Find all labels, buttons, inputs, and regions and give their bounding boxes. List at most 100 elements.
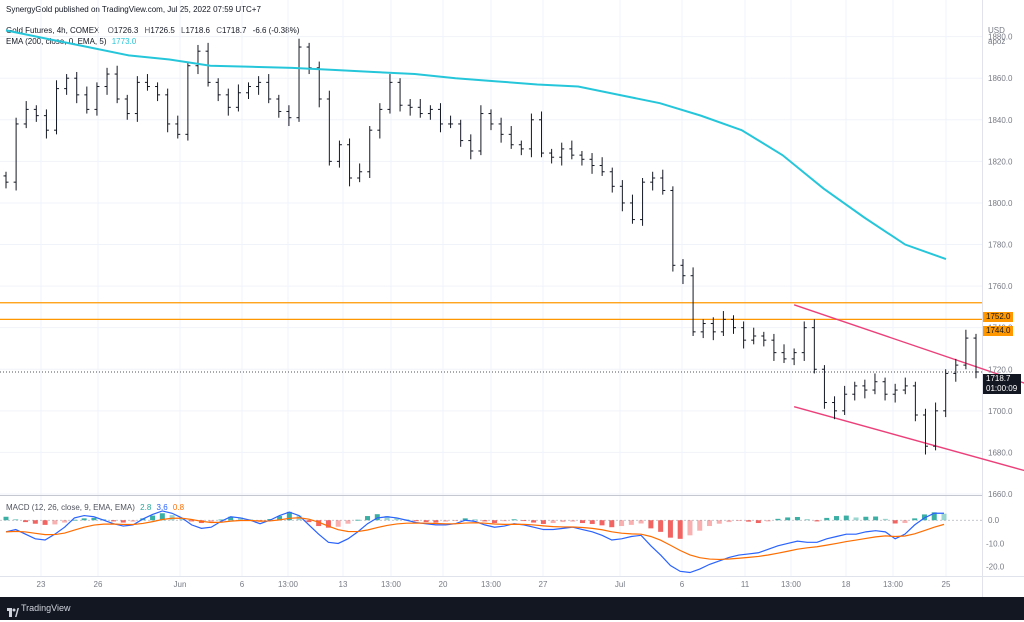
candle xyxy=(134,76,140,122)
macd-hist-bar xyxy=(32,520,38,524)
macd-hist-bar xyxy=(697,520,703,531)
open-value: 1726.3 xyxy=(113,26,139,35)
macd-hist-bar xyxy=(892,520,898,524)
candle xyxy=(811,319,817,374)
candle xyxy=(54,80,60,135)
candle xyxy=(478,105,484,156)
candle xyxy=(761,331,767,347)
macd-hist-bar xyxy=(384,516,390,521)
macd-hist-value: 2.8 xyxy=(140,503,152,512)
candle xyxy=(458,119,464,147)
price-tick-label: 1720.0 xyxy=(988,365,1013,374)
macd-label: MACD (12, 26, close, 9, EMA, EMA) xyxy=(6,503,135,512)
macd-hist-bar xyxy=(579,520,585,524)
candle xyxy=(276,94,282,118)
candle xyxy=(801,321,807,361)
channel-line xyxy=(793,406,1024,472)
macd-hist-bar xyxy=(912,518,918,521)
candle xyxy=(872,373,878,395)
candle xyxy=(155,82,161,102)
time-tick-label: 13:00 xyxy=(381,580,402,589)
candle xyxy=(417,99,423,118)
macd-hist-bar xyxy=(638,520,644,524)
macd-hist-bar xyxy=(765,520,771,522)
price-tick-label: 1820.0 xyxy=(988,157,1013,166)
candle xyxy=(407,99,413,116)
macd-hist-bar xyxy=(345,520,351,524)
channel-lines[interactable] xyxy=(793,304,1024,472)
candle xyxy=(144,74,150,91)
time-tick-label: 13:00 xyxy=(883,580,904,589)
candle xyxy=(933,402,939,451)
candle xyxy=(185,61,191,141)
footer-bar: TradingView xyxy=(0,597,1024,620)
current-price-tag: 1718.7 01:00:09 xyxy=(983,374,1021,394)
macd-signal-value: 0.8 xyxy=(172,503,185,512)
macd-hist-bar xyxy=(365,516,371,521)
candle xyxy=(619,180,625,212)
time-axis-ticks[interactable]: 23 26 Jun 6 13:00 13 13:00 20 13:00 27 Jul 6 11 13:00… xyxy=(37,580,951,589)
macd-hist-bar xyxy=(902,520,908,524)
macd-tick-label: -10.0 xyxy=(986,539,1005,548)
macd-hist-bar xyxy=(824,517,830,521)
macd-hist-bar xyxy=(325,520,331,528)
macd-hist-bar xyxy=(550,520,556,524)
candle xyxy=(902,377,908,395)
candle xyxy=(448,115,454,129)
price-tick-label: 1860.0 xyxy=(988,74,1013,83)
macd-hist-bar xyxy=(941,513,947,521)
time-tick-label: 18 xyxy=(842,580,851,589)
currency-label: USD xyxy=(988,26,1005,35)
price-tick-label: 1660.0 xyxy=(988,490,1013,499)
macd-hist-bar xyxy=(13,519,19,521)
time-tick-label: 25 xyxy=(942,580,951,589)
candle xyxy=(640,178,646,226)
macd-hist-bar xyxy=(834,516,840,521)
candle xyxy=(43,109,49,139)
macd-hist-bar xyxy=(130,520,136,522)
macd-hist-bar xyxy=(23,520,29,523)
macd-hist-bar xyxy=(560,520,566,523)
macd-hist-bar xyxy=(843,515,849,521)
symbol-ohlc-legend: Gold Futures, 4h, COMEX O1726.3 H1726.5 … xyxy=(6,26,299,35)
current-price: 1718.7 xyxy=(986,374,1011,383)
candle xyxy=(720,311,726,336)
candle xyxy=(589,153,595,174)
macd-hist-bar xyxy=(609,520,615,528)
candle xyxy=(124,94,130,120)
macd-hist-bar xyxy=(648,520,654,529)
macd-hist-bar xyxy=(863,516,869,521)
macd-line-value: 3.6 xyxy=(156,503,168,512)
candle xyxy=(23,101,29,129)
level-label-1744: 1744.0 xyxy=(983,326,1014,336)
macd-hist-bar xyxy=(189,520,195,522)
candles xyxy=(3,38,979,455)
macd-hist-bar xyxy=(81,518,87,521)
macd-hist-bar xyxy=(3,516,9,521)
candle xyxy=(629,194,635,224)
macd-hist-bar xyxy=(687,520,693,536)
candle xyxy=(347,138,353,187)
macd-hist-bar xyxy=(746,520,752,522)
candle xyxy=(599,157,605,176)
time-tick-label: 13:00 xyxy=(278,580,299,589)
candle xyxy=(468,134,474,160)
candle xyxy=(13,117,19,191)
candle xyxy=(114,65,120,104)
price-axis-ticks[interactable]: 1880.0 1860.0 1840.0 1820.0 1800.0 1780.0 1760… xyxy=(988,33,1013,499)
macd-hist-bar xyxy=(658,520,664,532)
footer-brand: TradingView xyxy=(21,603,71,613)
candle xyxy=(357,163,363,183)
macd-tick-label: -20.0 xyxy=(986,563,1005,572)
macd-hist-bar xyxy=(589,520,595,524)
macd-hist-bar xyxy=(238,517,243,521)
macd-hist-bar xyxy=(433,520,439,523)
horizontal-levels[interactable] xyxy=(0,302,982,373)
candle xyxy=(882,377,888,401)
macd-hist-bar xyxy=(873,516,879,521)
candle xyxy=(518,140,524,156)
macd-hist-bar xyxy=(931,512,937,521)
macd-hist-bar xyxy=(355,519,361,521)
level-label-1752: 1752.0 xyxy=(983,312,1014,322)
symbol-label: Gold Futures, 4h, COMEX xyxy=(6,26,100,35)
